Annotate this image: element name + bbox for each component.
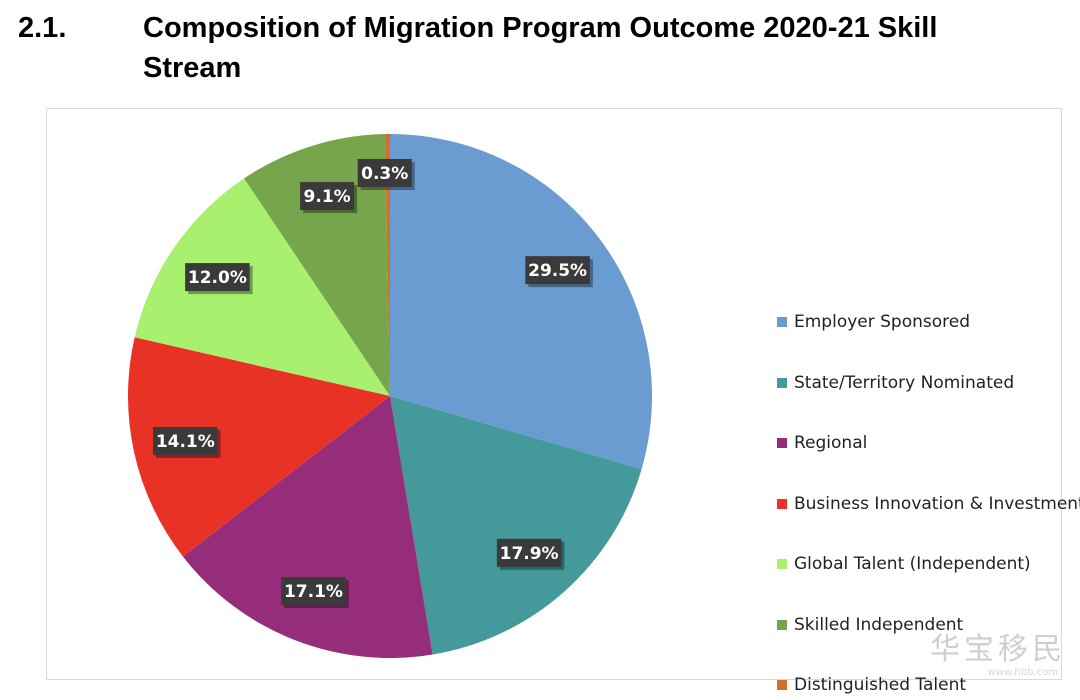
legend-item-distinguished-talent: Distinguished Talent (777, 670, 966, 700)
legend-label: Regional (794, 433, 868, 453)
pie-slice-employer-sponsored (390, 134, 652, 470)
legend-swatch (777, 317, 787, 327)
data-label-skilled-independent: 9.1% (300, 182, 358, 214)
data-label-state-territory-nominated: 17.9% (496, 538, 565, 570)
legend-item-regional: Regional (777, 428, 867, 458)
data-label-text: 0.3% (361, 164, 408, 184)
legend-item-employer-sponsored: Employer Sponsored (777, 307, 970, 337)
legend-item-skilled-independent: Skilled Independent (777, 610, 963, 640)
data-label-box (525, 256, 590, 285)
legend-item-business-innovation-investment: Business Innovation & Investment (777, 489, 1080, 519)
data-label-box (185, 263, 250, 292)
legend-item-state-territory-nominated: State/Territory Nominated (777, 368, 1014, 398)
data-label-box (357, 158, 412, 187)
pie-chart: 29.5% 17.9% 17.1% 14.1% 12.0% 9.1% 0.3% (128, 134, 652, 658)
legend-swatch (777, 438, 787, 448)
data-label-employer-sponsored: 29.5% (525, 256, 593, 288)
legend-swatch (777, 619, 787, 630)
legend-swatch (777, 498, 787, 509)
chart-frame: 29.5% 17.9% 17.1% 14.1% 12.0% 9.1% 0.3% Employ… (46, 108, 1080, 695)
data-label-text: 14.1% (156, 432, 215, 452)
watermark-url: www.hbb.com (987, 667, 1058, 678)
legend-label: Employer Sponsored (794, 312, 971, 332)
legend-swatch (777, 559, 787, 569)
data-label-text: 12.0% (188, 268, 247, 288)
legend-swatch (777, 377, 787, 388)
section-number: 2.1. (18, 12, 67, 44)
pie-slice-global-talent-independent (134, 178, 390, 396)
data-label-regional: 17.1% (281, 577, 349, 609)
data-label-text: 17.1% (284, 582, 343, 602)
legend-label: State/Territory Nominated (794, 372, 1015, 393)
data-label-business-innovation-investment: 14.1% (153, 427, 221, 459)
data-label-box (153, 427, 218, 456)
watermark-logo: 华宝移民 (930, 632, 1066, 667)
data-label-text: 29.5% (528, 261, 587, 281)
data-label-global-talent-independent: 12.0% (185, 263, 253, 295)
pie-slice-distinguished-talent (385, 134, 390, 396)
legend-swatch (777, 680, 787, 690)
chart-title: Composition of Migration Program Outcome… (143, 12, 938, 84)
pie-slice-state-territory-nominated (390, 396, 642, 655)
data-label-text: 17.9% (500, 544, 559, 564)
legend-item-global-talent-independent: Global Talent (Independent) (777, 549, 1031, 579)
data-label-text: 9.1% (304, 187, 351, 207)
legend-label: Distinguished Talent (794, 675, 967, 695)
legend-label: Global Talent (Independent) (794, 554, 1031, 574)
legend-label: Business Innovation & Investment (794, 493, 1080, 514)
data-label-box (300, 182, 355, 211)
data-label-box (281, 577, 346, 606)
pie-slice-business-innovation-investment (128, 337, 391, 557)
data-label-distinguished-talent: 0.3% (357, 158, 415, 190)
pie-slice-regional (182, 396, 433, 658)
data-label-box (496, 538, 562, 567)
legend-label: Skilled Independent (794, 614, 964, 635)
